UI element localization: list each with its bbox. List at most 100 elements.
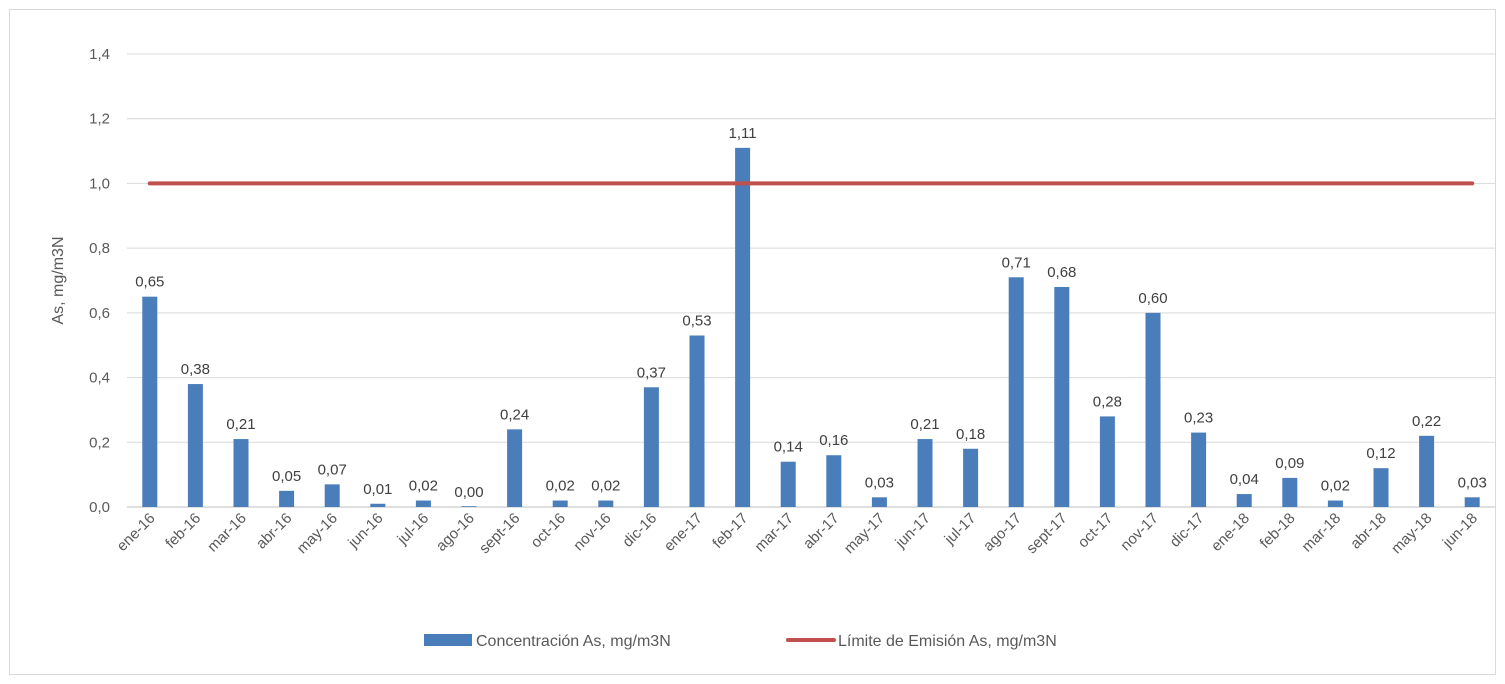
x-tick-label: feb-17 [709,510,751,552]
legend-item-limite: Límite de Emisión As, mg/m3N [786,633,1057,650]
x-tick-label: abr-16 [253,510,296,553]
x-tick-label: dic-17 [1167,510,1208,551]
x-tick-label: mar-16 [204,510,250,556]
data-label: 0,02 [409,478,438,495]
data-label: 0,21 [910,416,939,433]
bar [1191,432,1207,507]
x-tick-label: may-17 [841,510,888,557]
y-tick-label: 0,6 [89,305,110,322]
bar [1464,497,1480,507]
bar-series [142,147,1480,508]
bar [780,461,796,507]
x-tick-label: jun-18 [1439,510,1481,552]
data-label: 0,53 [682,313,711,330]
x-tick-label: mar-17 [751,510,797,556]
data-label: 0,01 [363,481,392,498]
x-tick-label: sept-17 [1023,510,1070,557]
bar [1419,435,1435,507]
bar [1282,477,1298,507]
bar [1054,286,1070,507]
data-label: 0,02 [1321,478,1350,495]
data-label: 0,02 [546,478,575,495]
bar [917,439,933,507]
bar [1327,500,1343,507]
data-label: 0,02 [591,478,620,495]
x-tick-label: oct-16 [528,510,570,552]
data-label: 0,24 [500,406,529,423]
x-tick-label: ene-18 [1208,510,1253,555]
data-label: 0,71 [1002,254,1031,271]
bar [689,335,705,507]
x-tick-label: dic-16 [619,510,660,551]
bar [1373,468,1389,507]
y-tick-label: 1,2 [89,111,110,128]
legend-swatch-bar [424,634,472,646]
data-label: 0,04 [1230,471,1259,488]
x-tick-label: mar-18 [1299,510,1345,556]
bar [552,500,568,507]
data-label: 0,18 [956,426,985,443]
bar [735,147,751,508]
legend-label: Concentración As, mg/m3N [476,633,671,650]
bar [1145,312,1161,507]
data-label: 0,00 [454,484,483,501]
data-label: 0,23 [1184,410,1213,427]
y-tick-label: 0,0 [89,499,110,516]
x-tick-label: jul-16 [394,510,433,549]
data-label: 1,11 [729,125,757,142]
bar [461,506,477,507]
x-tick-label: jun-16 [344,510,386,552]
data-label: 0,65 [135,274,164,291]
bar [1236,494,1252,507]
x-tick-label: nov-16 [570,510,614,554]
x-tick-label: may-16 [294,510,341,557]
data-label: 0,60 [1138,290,1167,307]
x-tick-label: feb-16 [162,510,204,552]
data-label: 0,22 [1412,413,1441,430]
x-tick-label: ago-16 [433,510,478,555]
legend-item-concentracion: Concentración As, mg/m3N [424,633,671,650]
x-tick-label: ago-17 [980,510,1025,555]
bar [415,500,431,507]
data-label: 0,37 [637,364,666,381]
bar [233,439,249,507]
x-tick-label: nov-17 [1117,510,1161,554]
x-tick-label: may-18 [1388,510,1435,557]
x-tick-label: oct-17 [1075,510,1117,552]
bar [187,384,203,507]
bar [871,497,887,507]
data-label: 0,09 [1275,455,1304,472]
x-tick-label: sept-16 [476,510,523,557]
data-label: 0,07 [318,461,347,478]
gridlines [127,53,1495,508]
data-label: 0,05 [272,468,301,485]
x-tick-label: jul-17 [941,510,980,549]
x-tick-label: abr-17 [800,510,843,553]
x-tick-label: jun-17 [892,510,934,552]
x-tick-label: ene-16 [114,510,159,555]
bar [1099,416,1115,507]
data-label: 0,16 [819,432,848,449]
data-label: 0,12 [1366,445,1395,462]
data-label: 0,38 [181,361,210,378]
bar [1008,277,1024,507]
y-axis-title: As, mg/m3N [50,236,67,324]
bar [142,296,158,507]
y-tick-label: 0,8 [89,240,110,257]
data-label: 0,68 [1047,264,1076,281]
x-tick-label: ene-17 [661,510,706,555]
y-tick-label: 1,4 [89,46,110,63]
y-tick-label: 0,4 [89,370,110,387]
data-label: 0,03 [1458,474,1487,491]
x-tick-label: abr-18 [1347,510,1390,553]
y-tick-label: 1,0 [89,175,110,192]
data-label: 0,21 [226,416,255,433]
data-label: 0,28 [1093,393,1122,410]
chart-area [9,9,1496,675]
data-label: 0,03 [865,474,894,491]
x-tick-label: feb-18 [1257,510,1299,552]
data-label: 0,14 [774,439,803,456]
bar [279,490,295,507]
bar [963,448,979,507]
